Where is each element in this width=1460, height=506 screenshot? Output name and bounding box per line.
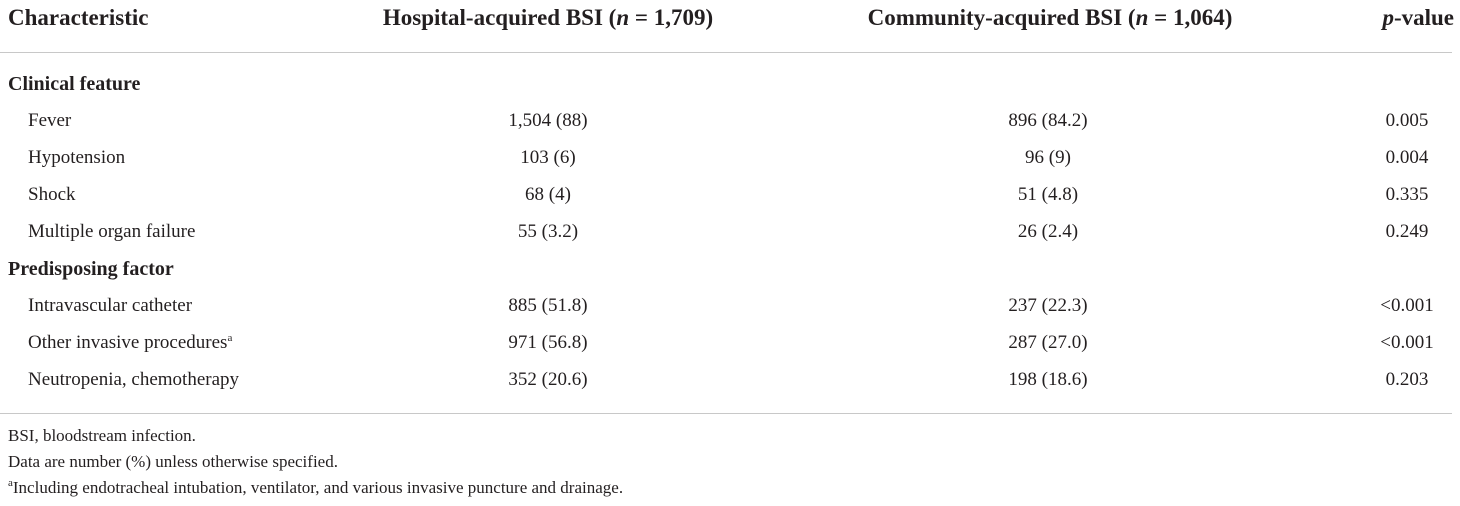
cell-p-value: <0.001 (1380, 332, 1434, 353)
row-label: Intravascular catheter (28, 295, 193, 316)
table-header-row: Characteristic Hospital-acquired BSI (n … (0, 0, 1460, 36)
table-row: Hypotension 103 (6) 96 (9) 0.004 (0, 143, 1460, 173)
header-characteristic: Characteristic (8, 5, 149, 30)
cell-hospital: 352 (20.6) (508, 369, 588, 390)
footnote-a-text: Including endotracheal intubation, venti… (12, 478, 624, 497)
cell-p-value: 0.004 (1385, 147, 1429, 168)
cell-community: 96 (9) (1025, 147, 1071, 168)
header-community-acquired: Community-acquired BSI (n = 1,064) (820, 0, 1280, 36)
cell-community: 237 (22.3) (1008, 295, 1088, 316)
header-p-suffix: -value (1393, 5, 1454, 30)
cell-p-value: 0.203 (1385, 369, 1429, 390)
cell-community: 198 (18.6) (1008, 369, 1088, 390)
table-row: Other invasive proceduresa 971 (56.8) 28… (0, 328, 1460, 358)
footnote-a: aIncluding endotracheal intubation, vent… (8, 476, 623, 500)
cell-hospital: 55 (3.2) (517, 221, 579, 242)
header-hospital-prefix: Hospital-acquired BSI ( (382, 5, 617, 30)
footnote-data-note: Data are number (%) unless otherwise spe… (8, 452, 338, 471)
header-community-n: n (1135, 5, 1149, 30)
row-label: Multiple organ failure (28, 221, 196, 242)
section-title-predisposing: Predisposing factor (8, 258, 174, 280)
section-title-clinical: Clinical feature (8, 73, 141, 95)
footnote-abbreviation: BSI, bloodstream infection. (8, 426, 196, 445)
row-label: Hypotension (28, 147, 126, 168)
cell-hospital: 885 (51.8) (508, 295, 588, 316)
cell-community: 896 (84.2) (1008, 110, 1088, 131)
table-row: Shock 68 (4) 51 (4.8) 0.335 (0, 180, 1460, 210)
cell-community: 287 (27.0) (1008, 332, 1088, 353)
cell-hospital: 971 (56.8) (508, 332, 588, 353)
cell-hospital: 68 (4) (525, 184, 571, 205)
cell-p-value: 0.249 (1385, 221, 1429, 242)
header-p-value: p-value (1340, 0, 1454, 36)
table-bottom-rule (0, 413, 1452, 414)
cell-p-value: 0.005 (1385, 110, 1429, 131)
section-header-row: Predisposing factor (0, 254, 1460, 284)
footnote-a-marker: a (8, 477, 13, 489)
row-label: Shock (28, 184, 76, 205)
header-community-prefix: Community-acquired BSI ( (867, 5, 1136, 30)
row-label: Other invasive procedures (28, 332, 228, 353)
cell-p-value: 0.335 (1385, 184, 1429, 205)
cell-community: 26 (2.4) (1017, 221, 1079, 242)
footnote-marker: a (227, 332, 233, 344)
table-row: Intravascular catheter 885 (51.8) 237 (2… (0, 291, 1460, 321)
header-community-suffix: = 1,064) (1148, 5, 1233, 30)
header-p-italic: p (1382, 5, 1394, 30)
header-hospital-acquired: Hospital-acquired BSI (n = 1,709) (340, 0, 756, 36)
header-rule (0, 52, 1452, 53)
table-row: Multiple organ failure 55 (3.2) 26 (2.4)… (0, 217, 1460, 247)
row-label-with-footnote: Other invasive proceduresa (28, 328, 232, 358)
cell-p-value: <0.001 (1380, 295, 1434, 316)
cell-hospital: 103 (6) (520, 147, 576, 168)
header-hospital-suffix: = 1,709) (629, 5, 714, 30)
row-label: Fever (28, 110, 72, 131)
table-row: Fever 1,504 (88) 896 (84.2) 0.005 (0, 106, 1460, 136)
section-header-row: Clinical feature (0, 69, 1460, 99)
header-hospital-n: n (616, 5, 630, 30)
cell-hospital: 1,504 (88) (508, 110, 588, 131)
row-label: Neutropenia, chemotherapy (28, 369, 240, 390)
cell-community: 51 (4.8) (1017, 184, 1079, 205)
table-row: Neutropenia, chemotherapy 352 (20.6) 198… (0, 365, 1460, 395)
